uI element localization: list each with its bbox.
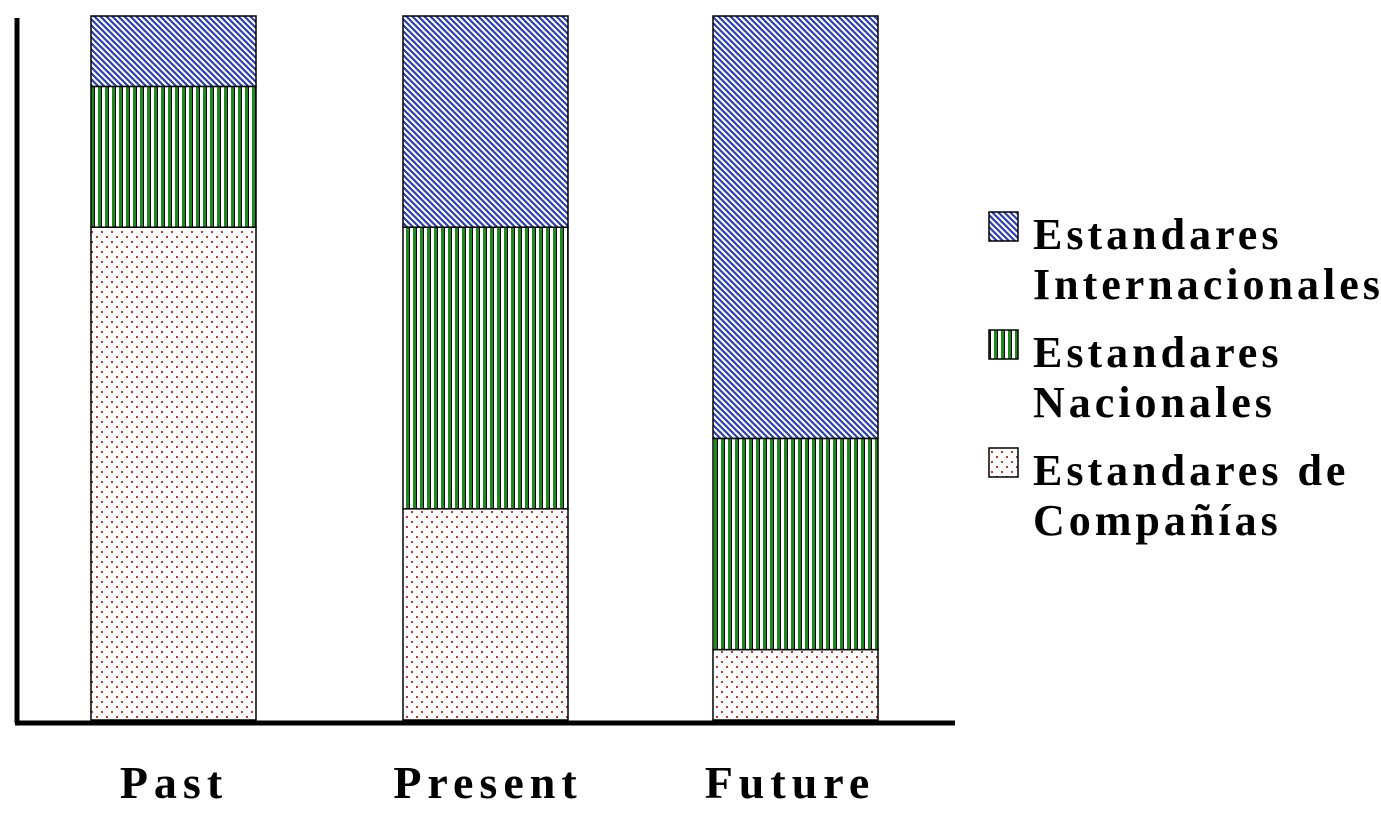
bar-future-estandares-de-companias	[712, 648, 879, 721]
bar-present-estandares-internacionales	[402, 15, 569, 228]
bar-present-estandares-nacionales	[402, 226, 569, 510]
bar-past-estandares-nacionales	[90, 85, 257, 228]
bar-future-estandares-nacionales	[712, 437, 879, 651]
axes	[14, 18, 955, 726]
category-label-future: Future	[705, 757, 876, 808]
bar-past-estandares-de-companias	[90, 226, 257, 721]
category-label-past: Past	[120, 757, 228, 808]
bar-future-estandares-internacionales	[712, 15, 879, 440]
legend-swatch-estandares-nacionales	[988, 329, 1019, 360]
bar-present-estandares-de-companias	[402, 508, 569, 721]
legend-swatch-estandares-de-companias	[988, 447, 1019, 478]
legend-label-estandares-de-companias-line-1: Estandares de	[1033, 446, 1349, 495]
legend-label-estandares-internacionales-line-1: Estandares	[1033, 210, 1282, 259]
category-labels: Past Present Future	[120, 757, 876, 808]
legend-label-estandares-nacionales-line-1: Estandares	[1033, 328, 1282, 377]
category-label-present: Present	[393, 757, 582, 808]
legend: EstandaresInternacionalesEstandaresNacio…	[988, 210, 1381, 545]
legend-swatch-estandares-internacionales	[988, 211, 1019, 242]
legend-label-estandares-nacionales-line-2: Nacionales	[1033, 378, 1276, 427]
bar-past-estandares-internacionales	[90, 15, 257, 88]
legend-label-estandares-internacionales-line-2: Internacionales	[1033, 260, 1381, 309]
legend-label-estandares-de-companias-line-2: Compañías	[1033, 496, 1282, 545]
bars	[90, 15, 879, 721]
